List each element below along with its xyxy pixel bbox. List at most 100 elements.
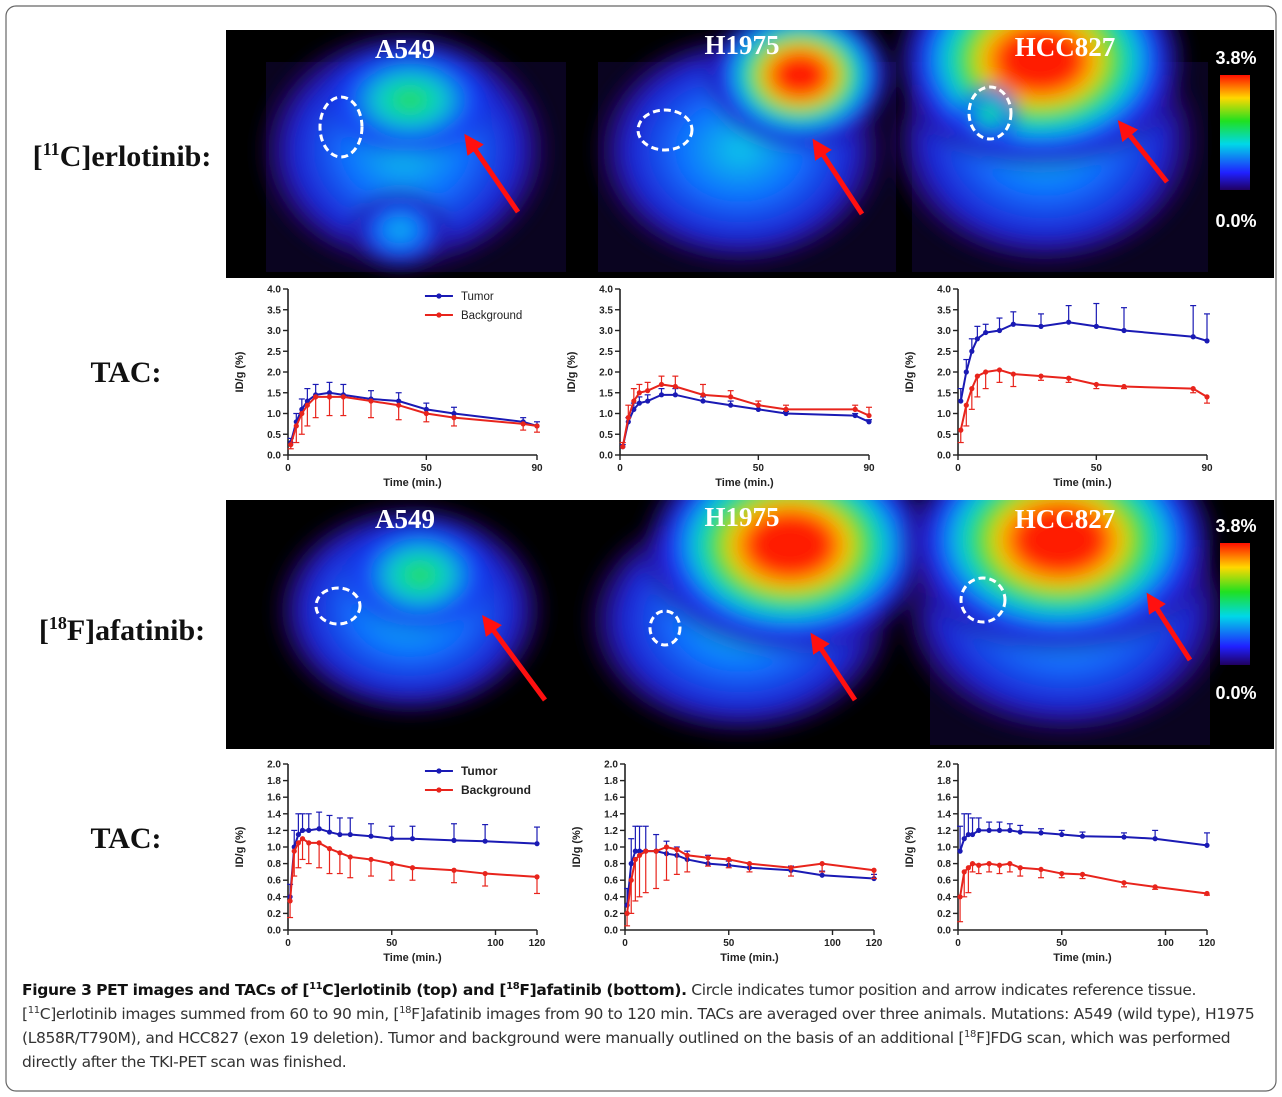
data-point (1190, 386, 1196, 392)
data-point (658, 381, 665, 388)
series-line (959, 829, 1208, 852)
data-point (653, 848, 659, 854)
y-tick-label: 4.0 (599, 285, 613, 296)
cell-line: H1975 (704, 30, 779, 60)
y-tick-label: 2.5 (267, 347, 281, 358)
superscript: 11 (309, 980, 323, 992)
y-tick-label: 2.0 (267, 368, 281, 379)
cell-line: H1975 (704, 502, 779, 532)
y-tick-label: 2.0 (937, 760, 951, 771)
x-axis-title: Time (min.) (715, 477, 774, 489)
data-point (1038, 373, 1044, 379)
data-point (1066, 375, 1072, 381)
x-axis-title: Time (min.) (383, 477, 442, 489)
data-point (969, 386, 975, 392)
data-point (1204, 842, 1210, 848)
data-point (1204, 338, 1210, 344)
data-point (755, 406, 761, 412)
series-line (959, 321, 1208, 402)
y-tick-label: 1.0 (267, 409, 281, 420)
data-point (1038, 866, 1044, 873)
x-tick-label: 50 (421, 463, 433, 474)
data-point (974, 336, 980, 342)
y-tick-label: 4.0 (267, 285, 281, 296)
data-point (1152, 836, 1158, 842)
superscript: 18 (49, 613, 67, 633)
data-point (866, 412, 872, 419)
x-tick-label: 50 (1091, 463, 1103, 474)
text-run: C]erlotinib: (60, 140, 212, 173)
caption-label: Figure 3 (22, 981, 92, 999)
data-point (534, 841, 540, 847)
data-point (976, 827, 982, 834)
data-point (295, 840, 301, 846)
text-run: F]afatinib: (67, 614, 205, 647)
text-run: [ (39, 614, 49, 647)
x-tick-label: 120 (1199, 938, 1216, 949)
data-point (866, 419, 872, 425)
x-axis-title: Time (min.) (720, 952, 779, 964)
y-tick-label: 0.2 (267, 909, 281, 920)
data-point (1190, 334, 1196, 340)
y-tick-label: 1.4 (937, 809, 951, 820)
data-point (746, 861, 753, 867)
y-axis-title: ID/g (%) (904, 826, 916, 867)
data-point (969, 348, 975, 354)
y-tick-label: 1.2 (267, 826, 281, 837)
data-point (1017, 865, 1023, 871)
data-point (295, 831, 301, 838)
data-point (728, 394, 734, 400)
data-point (974, 373, 980, 379)
data-point (520, 421, 526, 427)
data-point (631, 398, 637, 404)
data-point (645, 398, 651, 404)
cell-line: HCC827 (1015, 504, 1116, 534)
x-tick-label: 0 (955, 938, 961, 949)
data-point (672, 392, 678, 398)
y-tick-label: 0.6 (604, 876, 618, 887)
y-tick-label: 0.6 (267, 876, 281, 887)
text-run: F]FDG scan, which was performed directly… (22, 1029, 1231, 1071)
y-tick-label: 1.6 (267, 793, 281, 804)
data-point (986, 827, 992, 834)
row-labels: [11C]erlotinib: TAC: [18F]afatinib: TAC: (33, 139, 212, 855)
data-point (819, 861, 825, 867)
data-point (983, 369, 989, 375)
y-tick-label: 0.4 (267, 892, 281, 903)
data-point (304, 402, 310, 408)
data-point (347, 854, 353, 860)
data-point (957, 848, 963, 854)
data-point (389, 861, 395, 867)
data-point (783, 410, 789, 417)
y-tick-label: 1.2 (937, 826, 951, 837)
data-point (996, 862, 1003, 868)
data-point (451, 867, 457, 873)
legend-marker (436, 293, 442, 299)
data-point (624, 910, 630, 917)
y-tick-label: 1.0 (937, 843, 951, 854)
legend-marker (436, 312, 442, 318)
x-tick-label: 90 (1201, 463, 1213, 474)
data-point (326, 846, 333, 852)
y-tick-label: 1.0 (604, 843, 618, 854)
superscript: 11 (27, 1004, 40, 1016)
superscript: 11 (43, 139, 60, 159)
y-tick-label: 0.8 (937, 859, 951, 870)
legend-marker (436, 787, 442, 793)
y-tick-label: 2.5 (937, 347, 951, 358)
data-point (306, 827, 312, 834)
data-point (755, 402, 761, 408)
data-point (783, 406, 789, 412)
colorbar-max: 3.8% (1215, 48, 1256, 68)
data-point (423, 406, 429, 412)
x-axis-title: Time (min.) (1053, 477, 1112, 489)
data-point (451, 837, 457, 843)
x-tick-label: 50 (723, 938, 735, 949)
y-tick-label: 1.4 (267, 809, 281, 820)
data-point (347, 831, 353, 838)
series-line (626, 850, 875, 906)
data-point (969, 861, 976, 867)
y-tick-label: 1.8 (604, 776, 618, 787)
x-tick-label: 0 (285, 463, 291, 474)
